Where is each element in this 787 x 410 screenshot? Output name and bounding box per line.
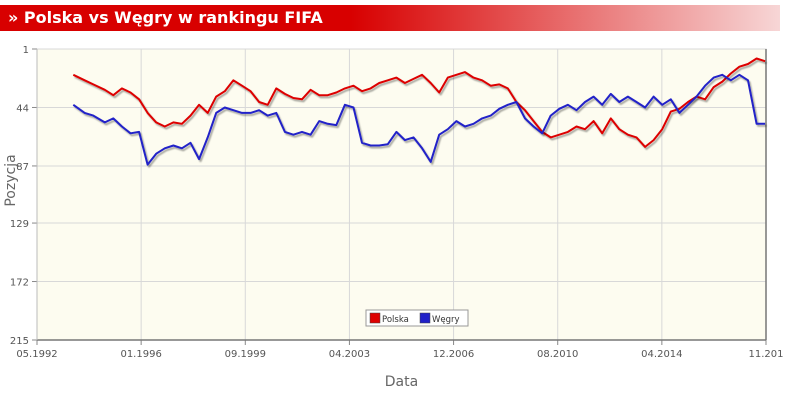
y-axis-label: Pozycja (3, 154, 19, 206)
chart-title: » Polska vs Węgry w rankingu FIFA (8, 8, 323, 27)
plot-background (36, 48, 767, 341)
y-tick-label: 1 (23, 45, 29, 56)
chart-title-bar: » Polska vs Węgry w rankingu FIFA (0, 5, 780, 31)
x-tick-label: 08.2010 (537, 349, 578, 360)
series-line-węgry (72, 73, 766, 166)
y-tick-label: 215 (10, 336, 29, 347)
chart-container: 05.1992 01.1996 09.1999 04.2003 12.2006 08.20… (0, 34, 787, 406)
series-layer (72, 57, 766, 166)
ranking-line-chart: 05.1992 01.1996 09.1999 04.2003 12.2006 08.20… (3, 45, 784, 390)
legend-swatch (369, 312, 381, 324)
y-tick-label: 87 (16, 162, 29, 173)
series-line-polska (72, 57, 766, 148)
y-tick-label: 44 (16, 103, 29, 114)
legend-label[interactable]: Węgry (432, 315, 460, 325)
x-axis-label: Data (385, 374, 418, 390)
legend[interactable]: Polska Węgry (365, 309, 469, 327)
legend-swatch (419, 312, 431, 324)
x-tick-label: 04.2014 (641, 349, 682, 360)
x-tick-label: 11.201 (749, 349, 784, 360)
x-tick-label: 12.2006 (433, 349, 474, 360)
x-tick-label: 09.1999 (225, 349, 266, 360)
y-tick-label: 172 (10, 278, 29, 289)
x-tick-label: 05.1992 (16, 349, 57, 360)
x-tick-label: 04.2003 (329, 349, 370, 360)
legend-label[interactable]: Polska (382, 315, 409, 325)
x-tick-label: 01.1996 (120, 349, 161, 360)
axes: 05.1992 01.1996 09.1999 04.2003 12.2006 08.20… (10, 45, 784, 360)
legend-box (365, 309, 469, 327)
y-tick-label: 129 (10, 219, 29, 230)
